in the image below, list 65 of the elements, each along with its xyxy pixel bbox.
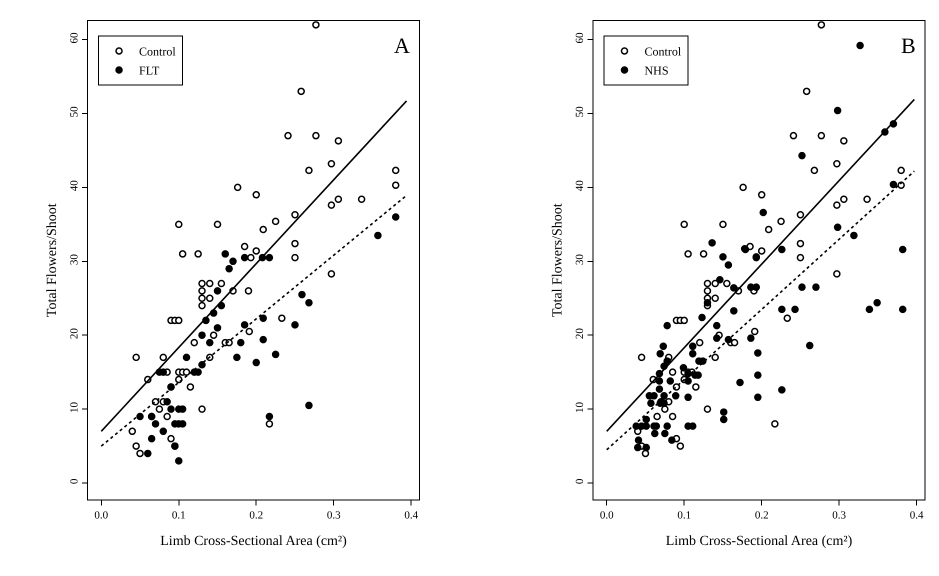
point	[198, 331, 206, 339]
x-tick-label: 0.3	[832, 510, 847, 522]
y-tick-label: 0	[574, 478, 586, 484]
x-tick-label: 0.1	[172, 510, 186, 522]
point	[298, 290, 306, 298]
point	[266, 254, 274, 262]
y-tick-label: 50	[574, 106, 586, 118]
y-tick-label: 30	[68, 254, 81, 266]
point	[252, 358, 260, 366]
point	[214, 287, 222, 295]
x-tick-label: 0.2	[249, 510, 264, 522]
point	[305, 402, 313, 410]
y-tick-label: 40	[68, 180, 81, 192]
point	[152, 420, 160, 428]
legend-label: FLT	[139, 64, 160, 78]
point	[222, 250, 230, 258]
y-tick-label: 20	[68, 328, 81, 340]
point	[291, 321, 299, 329]
point	[182, 354, 190, 362]
x-tick-label: 0.3	[326, 510, 342, 522]
point	[148, 434, 156, 442]
y-tick-label: 60	[574, 32, 586, 44]
point	[144, 450, 152, 458]
legend-label: Control	[644, 44, 682, 59]
x-axis-title: Limb Cross-Sectional Area (cm²)	[666, 534, 853, 549]
point	[233, 354, 241, 362]
x-tick-label: 0.4	[910, 510, 924, 522]
x-tick-label: 0.0	[94, 510, 109, 522]
x-tick-label: 0.0	[600, 510, 614, 522]
point	[305, 298, 313, 306]
point	[225, 264, 233, 272]
point	[206, 338, 214, 346]
point	[374, 232, 382, 240]
point	[175, 457, 183, 465]
legend-label: Control	[139, 44, 176, 59]
y-tick-label: 60	[68, 32, 81, 44]
point	[240, 254, 248, 262]
point	[392, 213, 400, 221]
point	[272, 350, 280, 358]
point	[160, 428, 168, 436]
point	[266, 412, 274, 420]
point	[259, 314, 267, 322]
text: A	[394, 33, 410, 58]
point	[240, 321, 248, 329]
legend-label: NHS	[644, 64, 669, 78]
point	[167, 405, 175, 413]
y-tick-label: 20	[574, 328, 586, 340]
y-axis-title: Total Flowers/Shoot	[550, 203, 566, 318]
point	[214, 324, 222, 332]
y-tick-label: 0	[68, 478, 81, 484]
y-tick-label: 40	[574, 180, 586, 192]
point	[163, 398, 171, 406]
y-tick-label: 50	[68, 106, 81, 118]
y-tick-label: 10	[574, 401, 586, 413]
y-axis-title: Total Flowers/Shoot	[45, 203, 60, 318]
x-tick-label: 0.2	[754, 510, 769, 522]
point	[229, 258, 237, 266]
point	[237, 338, 245, 346]
x-tick-label: 0.4	[404, 510, 419, 522]
x-tick-label: 0.1	[677, 510, 692, 522]
text: B	[901, 33, 916, 58]
y-tick-label: 10	[68, 401, 81, 413]
y-tick-label: 30	[574, 254, 586, 266]
x-axis-title: Limb Cross-Sectional Area (cm²)	[160, 534, 348, 549]
point	[259, 336, 267, 344]
